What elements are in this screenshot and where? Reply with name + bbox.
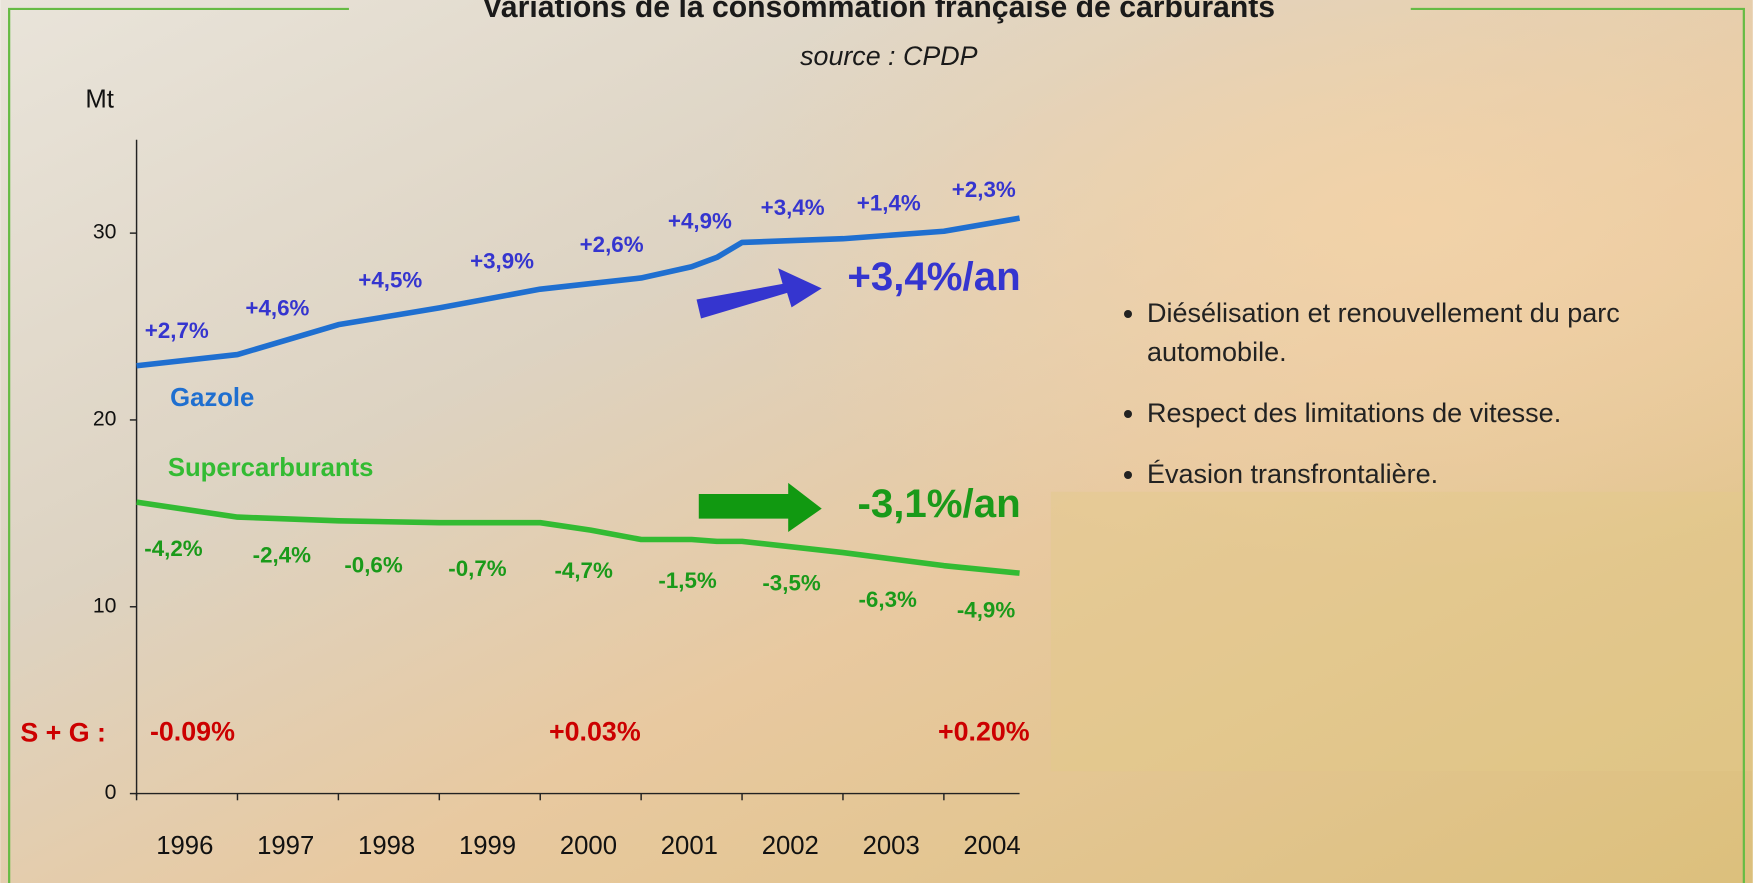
total-label: S + G :	[20, 717, 106, 747]
total-change-label: +0.03%	[549, 716, 641, 746]
annual-change-label: +2,7%	[145, 318, 209, 343]
y-tick-label: 0	[105, 781, 117, 804]
series-line	[136, 215, 1021, 369]
annual-change-label: -4,7%	[554, 558, 613, 583]
annual-change-label: -4,2%	[144, 536, 203, 561]
annual-change-label: +2,6%	[580, 232, 644, 257]
x-tick-label: 2004	[964, 832, 1021, 860]
y-tick-label: 30	[93, 221, 117, 244]
note: Respect des limitations de vitesse.	[1147, 394, 1747, 433]
frame-left	[8, 7, 349, 883]
x-tick-label: 1996	[156, 832, 213, 860]
annual-change-label: +2,3%	[952, 177, 1016, 202]
annual-change-label: +1,4%	[857, 190, 921, 215]
chart-title: Variations de la consommation française …	[482, 0, 1275, 24]
note: Évasion transfrontalière.	[1147, 455, 1747, 494]
trend-arrow	[696, 268, 822, 319]
series-name-label: Gazole	[170, 384, 254, 412]
frame	[8, 7, 1745, 883]
x-tick-label: 2001	[661, 832, 718, 860]
annual-change-label: +3,4%	[761, 195, 825, 220]
annual-change-label: -0,6%	[344, 553, 403, 578]
annual-change-label: -2,4%	[253, 543, 312, 568]
x-tick-label: 1998	[358, 832, 415, 860]
annual-change-label: +4,6%	[245, 296, 309, 321]
annual-change-label: -1,5%	[658, 568, 717, 593]
series-line	[136, 499, 1020, 576]
series-name-label: Supercarburants	[168, 454, 374, 482]
total-change-label: -0.09%	[150, 716, 235, 746]
x-tick-label: 2002	[762, 832, 819, 860]
y-axis-label: Mt	[85, 85, 114, 113]
plot: 0 10 20 30 1996 1997 1998 1999 2000 2001 2002 2003 2…	[20, 177, 1029, 860]
notes: Diésélisation et renouvellement du parc …	[1127, 294, 1747, 516]
total-change-label: +0.20%	[938, 716, 1030, 746]
background-truck	[1050, 491, 1753, 772]
chart-subtitle: source : CPDP	[800, 41, 977, 71]
x-tick-label: 2000	[560, 832, 617, 860]
annual-change-label: +4,9%	[668, 208, 732, 233]
annual-change-label: -0,7%	[448, 556, 507, 581]
annual-change-label: -3,5%	[762, 570, 821, 595]
trend-arrow	[698, 482, 822, 533]
annual-change-label: +4,5%	[358, 268, 422, 293]
annual-change-label: -6,3%	[858, 587, 917, 612]
note: Diésélisation et renouvellement du parc …	[1147, 294, 1747, 372]
y-tick-label: 20	[93, 408, 117, 431]
trend-label: +3,4%/an	[847, 254, 1020, 299]
annual-change-label: -4,9%	[957, 597, 1016, 622]
trend-label: -3,1%/an	[857, 481, 1020, 526]
x-tick-label: 1997	[257, 832, 314, 860]
annual-change-label: +3,9%	[470, 249, 534, 274]
frame-right	[1410, 7, 1745, 883]
x-tick-label: 1999	[459, 832, 516, 860]
x-tick-label: 2003	[863, 832, 920, 860]
y-tick-label: 10	[93, 594, 117, 617]
